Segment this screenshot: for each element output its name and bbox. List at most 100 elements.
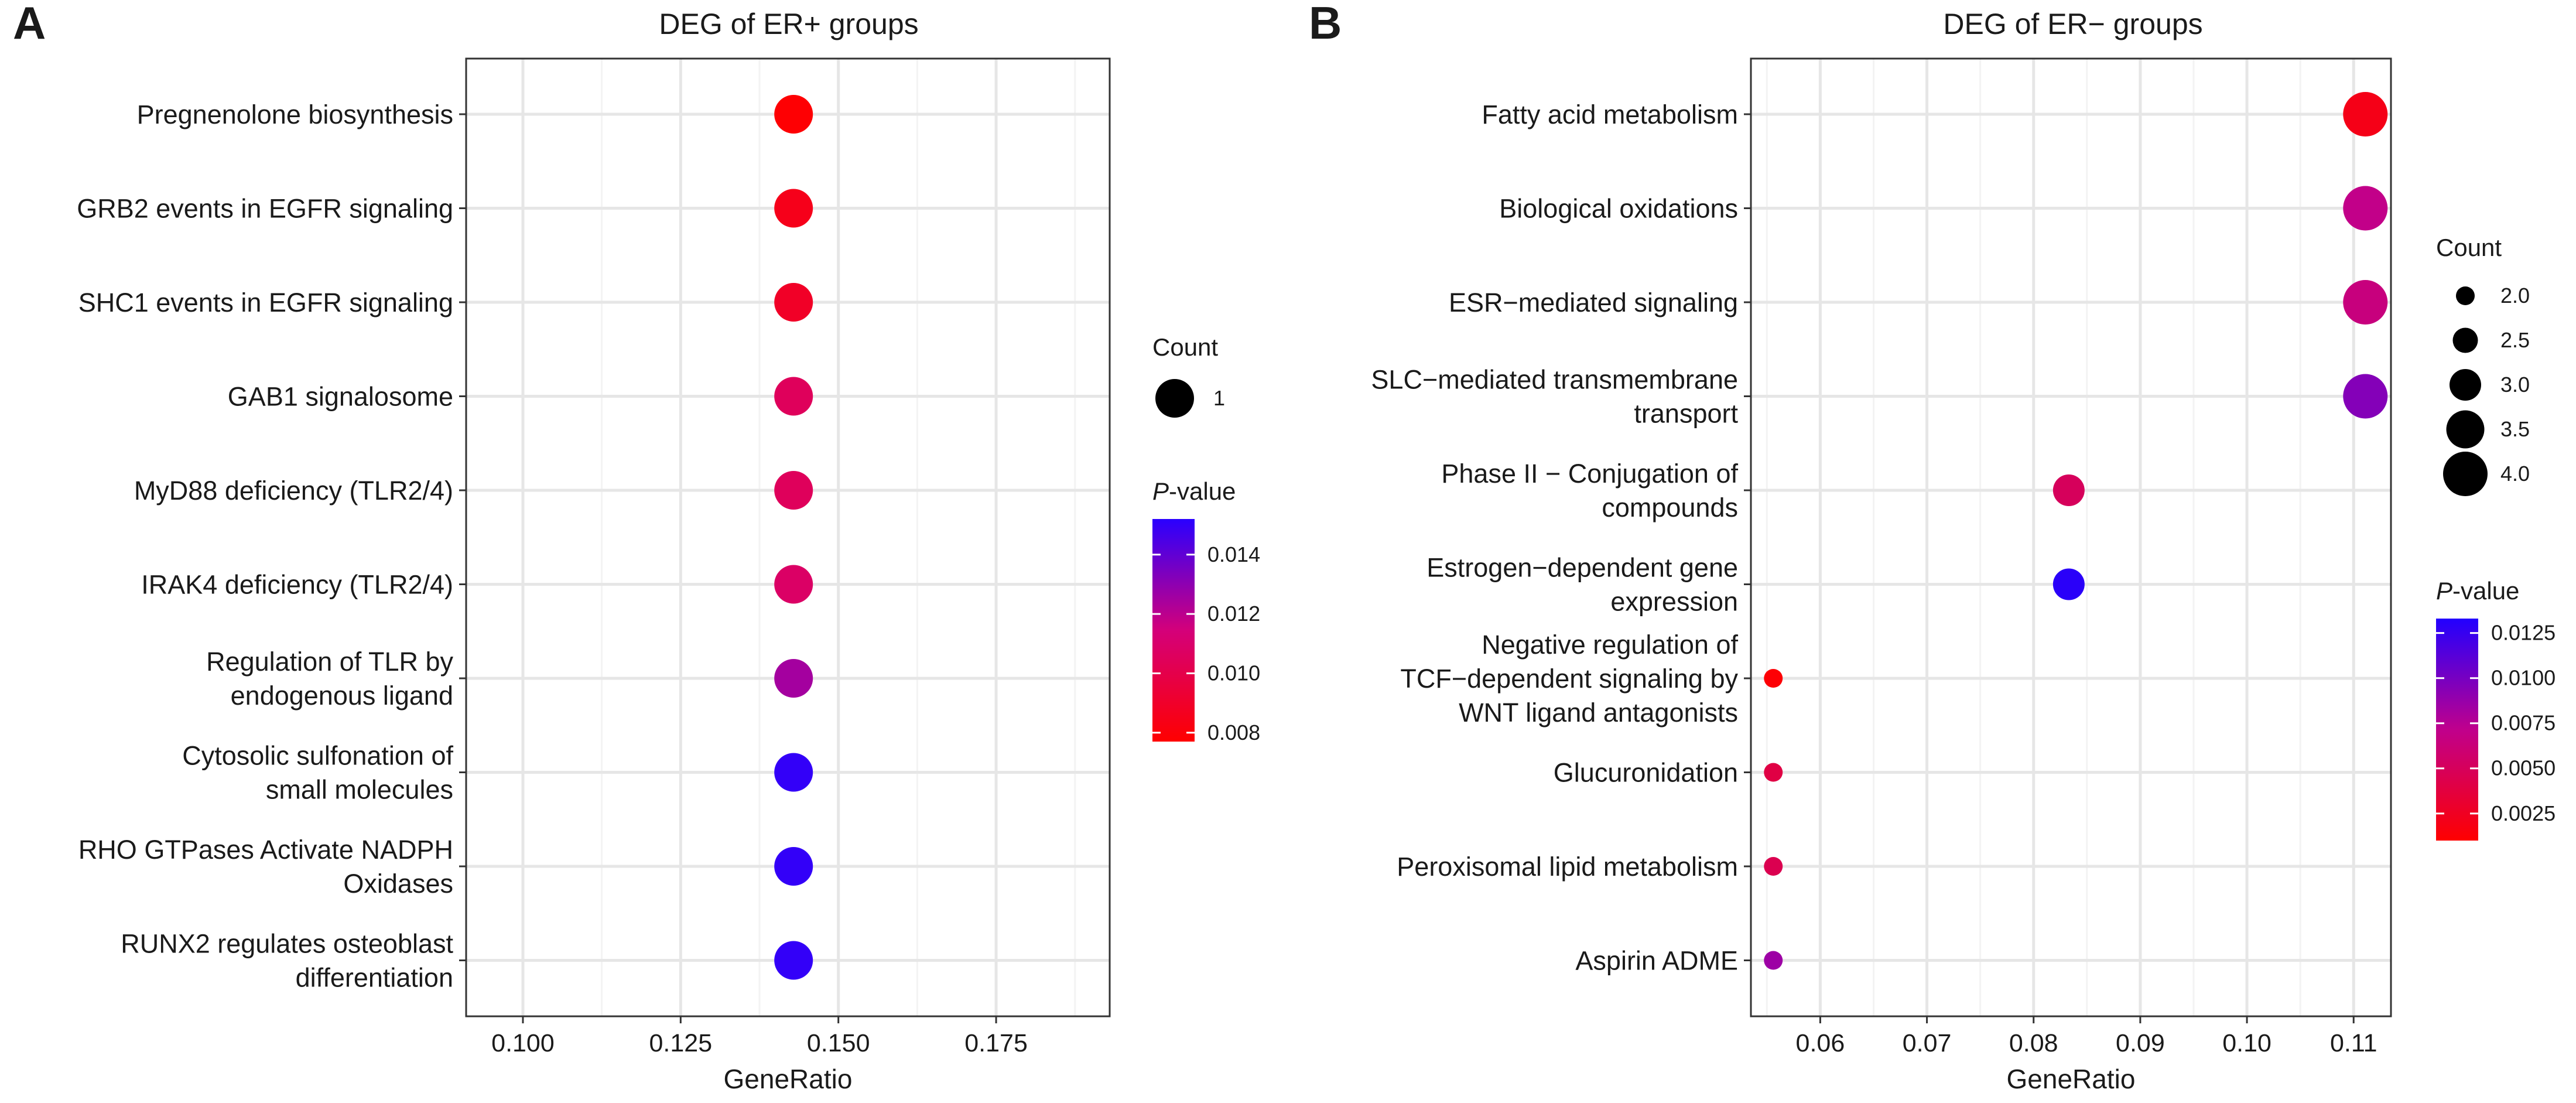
- color-legend-title-italic: P: [1152, 477, 1169, 505]
- color-legend-tick-label: 0.0050: [2491, 756, 2556, 780]
- y-tick-label: Biological oxidations: [1499, 194, 1738, 224]
- data-point: [774, 753, 813, 792]
- x-tick-label: 0.150: [807, 1029, 870, 1057]
- size-legend-key: [2452, 327, 2478, 353]
- y-tick-label: Pregnenolone biosynthesis: [137, 100, 453, 129]
- x-tick-label: 0.10: [2222, 1029, 2271, 1057]
- y-tick-label: TCF−dependent signaling by: [1400, 664, 1738, 694]
- color-legend-tick-label: 0.0075: [2491, 711, 2556, 735]
- x-tick-label: 0.175: [964, 1029, 1028, 1057]
- chart-title: DEG of ER+ groups: [659, 8, 918, 40]
- data-point: [774, 283, 813, 322]
- x-tick-label: 0.125: [649, 1029, 713, 1057]
- data-point: [2052, 474, 2085, 506]
- y-tick-label: Regulation of TLR by: [206, 647, 453, 677]
- y-tick-label: endogenous ligand: [231, 681, 453, 711]
- size-legend-title: Count: [2436, 234, 2502, 261]
- plot-border: [1750, 57, 2392, 1017]
- x-axis-title: GeneRatio: [2007, 1064, 2136, 1094]
- color-legend-tick-label: 0.014: [1207, 542, 1260, 566]
- y-tick-label: RHO GTPases Activate NADPH: [78, 835, 453, 865]
- size-legend-label: 1: [1213, 386, 1225, 410]
- y-tick-label: GRB2 events in EGFR signaling: [77, 194, 453, 224]
- data-point: [1764, 951, 1783, 970]
- y-tick-label: WNT ligand antagonists: [1459, 698, 1738, 728]
- y-tick-label: Fatty acid metabolism: [1482, 100, 1738, 129]
- x-tick-label: 0.09: [2116, 1029, 2165, 1057]
- panel-label-a: A: [13, 0, 46, 49]
- size-legend-label: 4.0: [2500, 462, 2530, 486]
- plot-area: [1751, 59, 2391, 1016]
- size-legend-key: [2450, 369, 2481, 401]
- y-tick-label: ESR−mediated signaling: [1449, 288, 1738, 317]
- y-tick-label: transport: [1634, 399, 1738, 429]
- color-legend-tick-label: 0.010: [1207, 661, 1260, 685]
- x-tick-label: 0.07: [1903, 1029, 1952, 1057]
- data-point: [1764, 763, 1783, 782]
- data-point: [774, 471, 813, 510]
- color-legend-tick-label: 0.0100: [2491, 666, 2556, 690]
- y-tick-label: SLC−mediated transmembrane: [1371, 365, 1738, 395]
- y-tick-label: Estrogen−dependent gene: [1426, 553, 1738, 583]
- y-tick-label: SHC1 events in EGFR signaling: [78, 288, 453, 317]
- color-legend-title: P-value: [1152, 477, 1236, 505]
- y-tick-label: expression: [1610, 587, 1738, 617]
- color-legend-tick-label: 0.0125: [2491, 621, 2556, 645]
- data-point: [1764, 857, 1783, 876]
- y-tick-label: Peroxisomal lipid metabolism: [1397, 852, 1738, 882]
- data-point: [2343, 92, 2388, 136]
- size-legend-label: 3.5: [2500, 417, 2530, 441]
- y-tick-label: GAB1 signalosome: [228, 382, 453, 412]
- y-tick-label: MyD88 deficiency (TLR2/4): [134, 476, 453, 506]
- y-tick-label: Cytosolic sulfonation of: [182, 741, 453, 771]
- color-legend-bar: [1152, 519, 1195, 742]
- size-legend-label: 2.5: [2500, 328, 2530, 352]
- size-legend-key: [2456, 286, 2475, 305]
- data-point: [774, 377, 813, 416]
- y-tick-label: small molecules: [266, 775, 453, 805]
- size-legend-key: [1155, 379, 1194, 418]
- data-point: [774, 941, 813, 980]
- size-legend-label: 3.0: [2500, 373, 2530, 397]
- x-tick-label: 0.08: [2009, 1029, 2058, 1057]
- chart-title: DEG of ER− groups: [1943, 8, 2202, 40]
- size-legend-key: [2443, 452, 2488, 496]
- data-point: [774, 189, 813, 228]
- plot-border: [465, 57, 1111, 1017]
- data-point: [774, 565, 813, 604]
- y-tick-label: Negative regulation of: [1482, 630, 1738, 660]
- x-tick-label: 0.11: [2330, 1029, 2377, 1057]
- x-tick-label: 0.06: [1796, 1029, 1845, 1057]
- y-tick-label: Glucuronidation: [1554, 758, 1738, 788]
- y-tick-label: Phase II − Conjugation of: [1441, 459, 1738, 489]
- data-point: [1764, 669, 1783, 688]
- size-legend-label: 2.0: [2500, 284, 2530, 308]
- color-legend-title-rest: -value: [2452, 577, 2519, 605]
- data-point: [2052, 568, 2085, 600]
- y-tick-label: differentiation: [296, 963, 453, 993]
- data-point: [774, 847, 813, 886]
- y-tick-label: compounds: [1602, 493, 1738, 523]
- data-point: [2343, 374, 2388, 419]
- color-legend-title-rest: -value: [1169, 477, 1236, 505]
- y-tick-label: RUNX2 regulates osteoblast: [121, 929, 453, 959]
- color-legend-tick-label: 0.0025: [2491, 801, 2556, 825]
- y-tick-label: Aspirin ADME: [1575, 946, 1738, 976]
- color-legend-tick-label: 0.012: [1207, 602, 1260, 626]
- size-legend-title: Count: [1152, 333, 1218, 361]
- color-legend-title-italic: P: [2436, 577, 2452, 605]
- y-tick-label: Oxidases: [343, 869, 453, 899]
- data-point: [2343, 280, 2388, 325]
- color-legend-title: P-value: [2436, 577, 2519, 605]
- color-legend-tick-label: 0.008: [1207, 720, 1260, 745]
- panel-label-b: B: [1309, 0, 1342, 49]
- size-legend-key: [2446, 410, 2485, 449]
- y-tick-label: IRAK4 deficiency (TLR2/4): [141, 570, 453, 600]
- x-tick-label: 0.100: [491, 1029, 555, 1057]
- x-axis-title: GeneRatio: [724, 1064, 853, 1094]
- color-legend-bar: [2436, 619, 2478, 841]
- data-point: [2343, 186, 2388, 231]
- data-point: [774, 95, 813, 134]
- data-point: [774, 659, 813, 698]
